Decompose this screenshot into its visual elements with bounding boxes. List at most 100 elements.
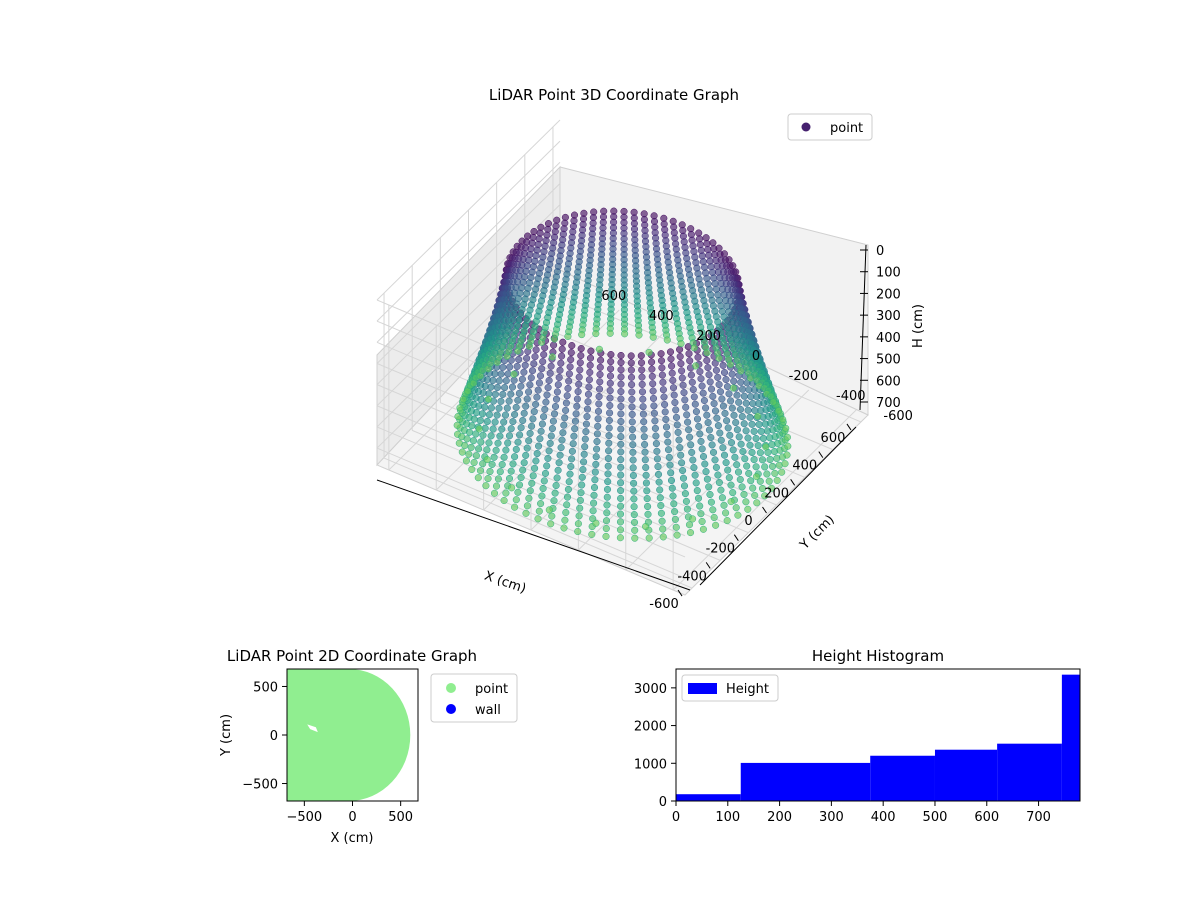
plot2d-legend-marker-point xyxy=(446,683,456,693)
plot3d-point xyxy=(571,425,579,433)
plot3d-point xyxy=(670,500,678,508)
plot3d-point xyxy=(687,371,695,379)
plot3d-point xyxy=(669,376,677,384)
plot3d-point xyxy=(539,358,547,366)
plot3d-point xyxy=(533,449,541,458)
plot3d-point xyxy=(552,481,560,490)
plot3d-point xyxy=(670,391,678,399)
plot3d-point xyxy=(742,427,750,435)
plot3d-point xyxy=(645,348,653,356)
plot3d-point xyxy=(722,459,730,467)
plot3d-point xyxy=(477,438,485,446)
plot3d-point xyxy=(530,227,538,236)
plot3d-point xyxy=(628,410,636,418)
plot3d-point xyxy=(706,378,714,386)
plot3d-point xyxy=(721,409,729,417)
plot3d-point xyxy=(536,435,544,443)
plot3d-point xyxy=(695,422,703,430)
plot3d-point xyxy=(617,487,625,495)
plot3d-point xyxy=(672,413,681,421)
plot3d-point xyxy=(577,489,585,497)
plot3d-point xyxy=(606,387,614,395)
histogram-legend: Height xyxy=(681,674,779,702)
plot3d-point xyxy=(650,409,658,417)
plot3d-point xyxy=(689,515,697,523)
plot3d-point xyxy=(783,433,791,441)
plot3d-point xyxy=(576,496,584,504)
plot3d-point xyxy=(629,464,637,472)
plot3d-point xyxy=(597,356,605,364)
plot3d-point xyxy=(603,493,611,501)
plot3d-point xyxy=(581,435,589,443)
plot3d-point xyxy=(739,447,747,456)
plot3d-point xyxy=(607,351,615,359)
plot3d-point xyxy=(521,361,529,369)
plot3d-y-tick-label: 0 xyxy=(752,349,760,364)
plot3d-point xyxy=(465,428,474,436)
plot3d-point xyxy=(543,391,551,399)
plot3d-point xyxy=(741,455,749,463)
plot3d-point xyxy=(719,402,727,410)
plot3d-point xyxy=(663,430,671,439)
plot3d-point xyxy=(489,376,497,384)
plot3d-point xyxy=(512,403,520,411)
plot3d-point xyxy=(570,432,578,440)
plot3d-point xyxy=(685,350,693,358)
plot3d-point xyxy=(606,401,614,410)
plot2d-points xyxy=(287,669,411,801)
plot3d-point xyxy=(654,463,662,471)
plot3d-point xyxy=(498,425,506,433)
plot3d-point xyxy=(482,482,490,490)
plot3d-point xyxy=(750,456,758,464)
plot3d-point xyxy=(515,389,523,397)
plot3d-point xyxy=(703,349,711,357)
plot3d-point xyxy=(592,453,600,461)
plot3d-point xyxy=(468,422,476,430)
plot3d-point xyxy=(512,496,520,504)
plot3d-point xyxy=(684,418,692,426)
plot3d-point xyxy=(656,494,664,502)
plot3d-point xyxy=(644,510,652,518)
plot3d-point xyxy=(553,216,561,224)
plot3d-point xyxy=(603,485,612,493)
plot3d-point xyxy=(769,398,777,406)
plot3d-point xyxy=(566,363,574,371)
plot3d-point xyxy=(523,395,531,403)
plot3d-point xyxy=(602,524,610,533)
plot3d-point xyxy=(501,384,509,392)
plot3d-z-label: H (cm) xyxy=(911,304,926,348)
plot3d-point xyxy=(491,370,499,378)
plot3d-point xyxy=(558,436,566,444)
plot3d-point xyxy=(642,471,650,479)
plot3d-point xyxy=(495,377,503,385)
plot3d-point xyxy=(698,445,706,453)
plot3d-point xyxy=(635,331,643,339)
plot3d-point xyxy=(705,426,713,434)
histogram-x-tick-label: 500 xyxy=(923,810,948,825)
plot3d-point xyxy=(540,413,548,421)
plot3d-point xyxy=(616,526,625,534)
plot3d-point xyxy=(734,468,743,476)
histogram-bar xyxy=(870,755,935,801)
plot3d-point xyxy=(720,501,728,509)
plot3d-point xyxy=(483,456,491,464)
plot3d-point xyxy=(534,386,542,394)
plot3d-point xyxy=(762,443,770,451)
plot3d-point xyxy=(696,241,704,249)
plot3d-point xyxy=(658,364,666,372)
plot3d-point xyxy=(688,378,696,386)
plot3d-point xyxy=(499,390,507,398)
plot3d-point xyxy=(703,411,711,419)
plot3d-point xyxy=(539,484,547,493)
plot3d-point xyxy=(679,381,687,389)
plot3d-point xyxy=(594,422,602,430)
plot3d-point xyxy=(617,433,625,441)
plot3d: LiDAR Point 3D Coordinate Graph -600 -400… xyxy=(376,86,926,612)
plot3d-point xyxy=(523,354,531,362)
histogram: Height Histogram 0 100 200 300 400 500 600 7000… xyxy=(634,647,1081,825)
plot3d-point xyxy=(771,469,779,477)
plot3d-point xyxy=(490,489,499,497)
plot3d-point xyxy=(742,498,750,506)
plot3d-point xyxy=(555,373,563,382)
plot3d-point xyxy=(664,438,672,446)
